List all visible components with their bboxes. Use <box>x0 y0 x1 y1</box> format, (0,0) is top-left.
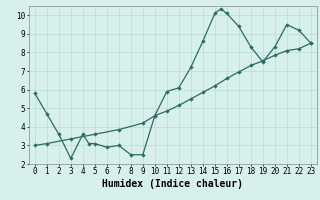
X-axis label: Humidex (Indice chaleur): Humidex (Indice chaleur) <box>102 179 243 189</box>
